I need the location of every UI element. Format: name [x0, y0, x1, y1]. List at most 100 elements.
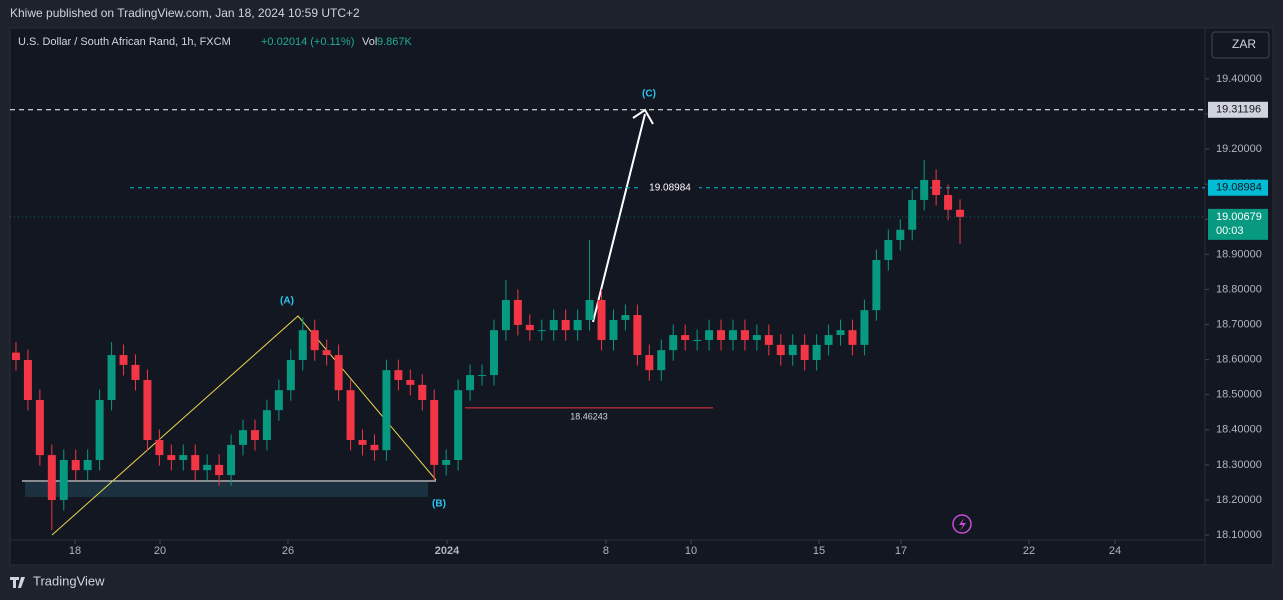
- candle-body: [430, 399, 439, 465]
- price-change: +0.02014 (+0.11%): [261, 36, 354, 48]
- y-tick-label: 18.10000: [1216, 529, 1262, 541]
- candle-body: [107, 355, 116, 400]
- x-tick-label: 10: [685, 545, 697, 557]
- candle-body: [310, 330, 319, 351]
- candle-body: [884, 239, 893, 260]
- candle-body: [179, 455, 188, 460]
- candle-body: [274, 390, 283, 411]
- price-tag-label: 19.31196: [1216, 104, 1261, 116]
- candle-body: [752, 335, 761, 340]
- x-tick-label: 26: [282, 545, 294, 557]
- x-tick-label: 20: [154, 545, 166, 557]
- symbol-title: U.S. Dollar / South African Rand, 1h, FX…: [18, 36, 231, 48]
- candle-body: [346, 390, 355, 440]
- level-label-bg: [641, 180, 699, 195]
- y-tick-label: 18.30000: [1216, 459, 1262, 471]
- alert-icon[interactable]: [952, 514, 972, 534]
- candle-body: [848, 330, 857, 345]
- x-tick-label: 22: [1023, 545, 1035, 557]
- candle-body: [227, 444, 236, 476]
- published-line: Khiwe published on TradingView.com, Jan …: [10, 6, 360, 20]
- candle-body: [418, 384, 427, 400]
- candle-body: [872, 259, 881, 311]
- x-tick-label: 17: [895, 545, 907, 557]
- candle-body: [478, 375, 487, 377]
- last-price-label: 19.00679: [1216, 211, 1262, 223]
- candle-body: [740, 330, 749, 340]
- candle-body: [717, 330, 726, 340]
- candle-body: [561, 319, 570, 331]
- wave-label: (A): [280, 296, 294, 307]
- candle-body: [956, 209, 965, 217]
- candle-body: [728, 330, 737, 340]
- y-tick-label: 18.80000: [1216, 283, 1262, 295]
- candle-body: [920, 179, 929, 200]
- volume-label: Vol: [362, 36, 377, 48]
- candle-body: [250, 430, 259, 440]
- currency-button[interactable]: [1211, 31, 1270, 59]
- candle-body: [681, 335, 690, 340]
- candle-body: [513, 299, 522, 325]
- candle-body: [155, 439, 164, 456]
- price-tag: [1208, 101, 1268, 118]
- candle-body: [382, 370, 391, 451]
- candle-body: [657, 350, 666, 371]
- candle-body: [262, 410, 271, 440]
- y-tick-label: 18.20000: [1216, 494, 1262, 506]
- volume-value: 9.867K: [377, 36, 413, 48]
- candle-body: [239, 430, 248, 445]
- candle-body: [549, 319, 558, 331]
- candle-body: [23, 359, 32, 400]
- candle-body: [501, 299, 510, 331]
- candle-body: [191, 455, 200, 471]
- alert-bolt: [959, 518, 966, 531]
- candle-body: [800, 344, 809, 360]
- wave-label: (B): [432, 499, 446, 510]
- candle-body: [454, 390, 463, 460]
- x-tick-label: 8: [603, 545, 609, 557]
- candle-body: [83, 459, 92, 471]
- candle-body: [286, 359, 295, 391]
- level-label: 18.46243: [570, 411, 608, 421]
- candle-body: [370, 444, 379, 451]
- candle-body: [609, 319, 618, 340]
- candle-body: [633, 315, 642, 356]
- candle-body: [203, 464, 212, 471]
- zone-box: [25, 482, 428, 497]
- candle-body: [442, 459, 451, 465]
- candle-body: [585, 299, 594, 320]
- candle-body: [824, 335, 833, 345]
- y-tick-label: 18.40000: [1216, 424, 1262, 436]
- candle-body: [143, 379, 152, 440]
- x-tick-label: 18: [69, 545, 81, 557]
- candle-body: [537, 330, 546, 332]
- candle-body: [466, 375, 475, 391]
- candle-body: [119, 355, 128, 365]
- x-tick-label: 15: [813, 545, 825, 557]
- candle-body: [489, 330, 498, 376]
- x-tick-label: 2024: [435, 545, 460, 557]
- candle-body: [836, 330, 845, 336]
- candle-body: [669, 335, 678, 351]
- candle-body: [645, 355, 654, 371]
- candle-body: [358, 439, 367, 445]
- candle-body: [573, 319, 582, 331]
- candle-body: [932, 179, 941, 196]
- candle-body: [764, 335, 773, 345]
- candle-body: [621, 315, 630, 320]
- candle-body: [11, 352, 20, 360]
- candle-body: [322, 350, 331, 356]
- level-label: 19.08984: [649, 182, 691, 193]
- currency-label[interactable]: ZAR: [1232, 37, 1256, 51]
- candle-body: [944, 195, 953, 210]
- candle-body: [693, 339, 702, 341]
- countdown-label: 00:03: [1216, 225, 1244, 237]
- candle-body: [860, 310, 869, 345]
- candle-body: [95, 399, 104, 460]
- last-price-tag: [1208, 208, 1268, 240]
- y-tick-label: 19.40000: [1216, 73, 1262, 85]
- price-tag-label: 19.08984: [1216, 182, 1262, 194]
- candle-body: [406, 379, 415, 385]
- candle-body: [705, 330, 714, 340]
